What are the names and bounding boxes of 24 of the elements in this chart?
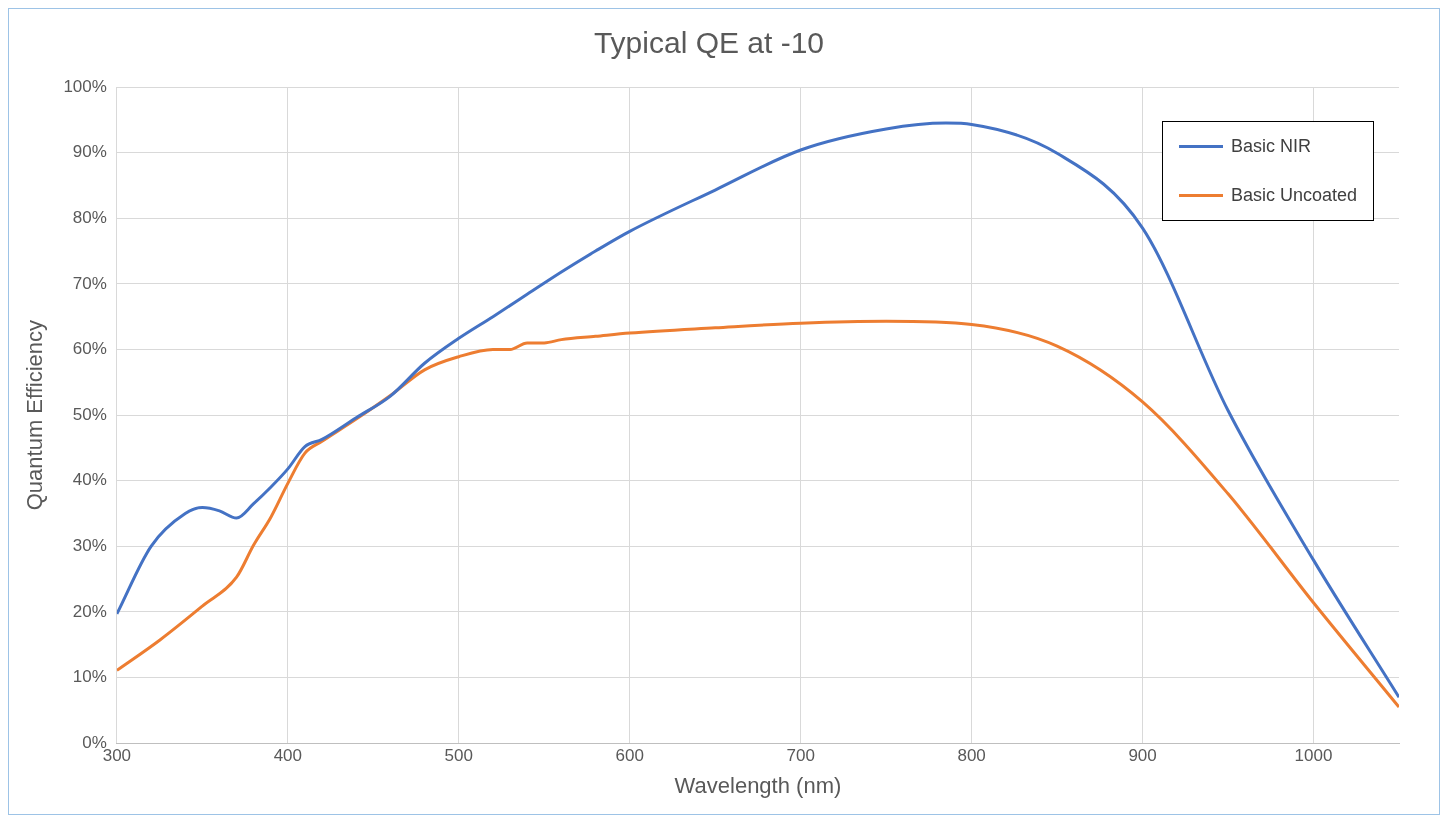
y-tick-label: 80% [72,207,107,227]
line-series [116,319,1399,709]
legend-label: Basic Uncoated [1230,185,1357,206]
x-tick-label: 600 [615,746,644,766]
legend-label: Basic NIR [1230,136,1311,157]
x-tick-label: 800 [957,746,986,766]
y-tick-label: 40% [72,470,107,490]
x-tick-label: 900 [1128,746,1157,766]
y-tick-label: 50% [72,404,107,424]
y-axis-title: Quantum Efficiency [22,319,48,511]
y-tick-label: 10% [72,667,107,687]
x-tick-label: 700 [786,746,815,766]
x-tick-label: 400 [273,746,303,766]
y-tick-label: 60% [72,339,107,359]
x-axis-title: Wavelength (nm) [674,772,842,798]
x-tick-label: 1000 [1294,746,1333,766]
y-tick-label: 70% [72,273,107,293]
y-tick-label: 90% [72,142,107,162]
y-tick-label: 100% [63,76,107,96]
y-tick-label: 20% [72,601,107,621]
chart-title: Typical QE at -10 [593,26,825,60]
line-series [116,121,1399,699]
x-tick-label: 500 [444,746,473,766]
y-tick-label: 30% [72,536,107,556]
